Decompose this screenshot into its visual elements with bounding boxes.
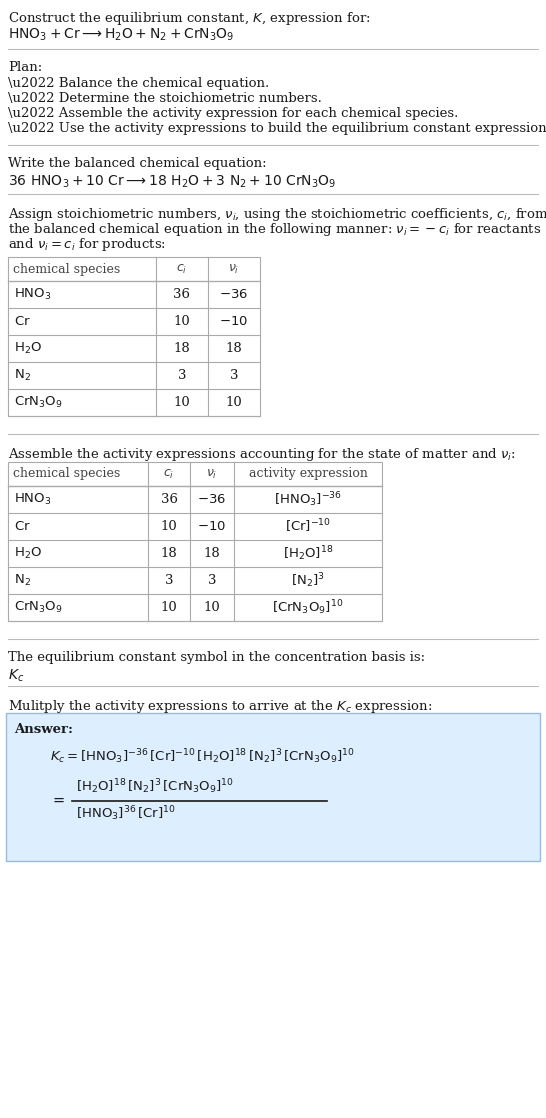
Text: activity expression: activity expression — [248, 467, 367, 481]
Text: $\nu_i$: $\nu_i$ — [228, 263, 240, 275]
Text: $[\mathrm{CrN_3O_9}]^{10}$: $[\mathrm{CrN_3O_9}]^{10}$ — [272, 598, 343, 617]
Text: $[\mathrm{HNO_3}]^{36}\,[\mathrm{Cr}]^{10}$: $[\mathrm{HNO_3}]^{36}\,[\mathrm{Cr}]^{1… — [76, 804, 176, 823]
Text: $c_i$: $c_i$ — [163, 467, 175, 481]
Text: chemical species: chemical species — [13, 263, 120, 275]
Text: Assign stoichiometric numbers, $\nu_i$, using the stoichiometric coefficients, $: Assign stoichiometric numbers, $\nu_i$, … — [8, 206, 546, 222]
Text: \u2022 Assemble the activity expression for each chemical species.: \u2022 Assemble the activity expression … — [8, 107, 459, 120]
Text: $[\mathrm{HNO_3}]^{-36}$: $[\mathrm{HNO_3}]^{-36}$ — [274, 490, 342, 509]
Text: $-10$: $-10$ — [198, 520, 227, 533]
Text: $\mathrm{Cr}$: $\mathrm{Cr}$ — [14, 520, 31, 533]
Text: $\mathrm{N_2}$: $\mathrm{N_2}$ — [14, 572, 31, 588]
Text: \u2022 Use the activity expressions to build the equilibrium constant expression: \u2022 Use the activity expressions to b… — [8, 122, 546, 135]
Text: $\mathrm{Cr}$: $\mathrm{Cr}$ — [14, 315, 31, 328]
Text: $K_c = [\mathrm{HNO_3}]^{-36}\,[\mathrm{Cr}]^{-10}\,[\mathrm{H_2O}]^{18}\,[\math: $K_c = [\mathrm{HNO_3}]^{-36}\,[\mathrm{… — [50, 747, 355, 766]
Text: 10: 10 — [174, 315, 191, 328]
FancyBboxPatch shape — [8, 462, 382, 620]
Text: $[\mathrm{H_2O}]^{18}\,[\mathrm{N_2}]^{3}\,[\mathrm{CrN_3O_9}]^{10}$: $[\mathrm{H_2O}]^{18}\,[\mathrm{N_2}]^{3… — [76, 777, 234, 796]
Text: \u2022 Balance the chemical equation.: \u2022 Balance the chemical equation. — [8, 77, 269, 91]
Text: 3: 3 — [165, 574, 173, 587]
Text: $\mathrm{CrN_3O_9}$: $\mathrm{CrN_3O_9}$ — [14, 395, 63, 410]
Text: the balanced chemical equation in the following manner: $\nu_i = -c_i$ for react: the balanced chemical equation in the fo… — [8, 221, 541, 238]
Text: $\mathrm{H_2O}$: $\mathrm{H_2O}$ — [14, 546, 42, 561]
Text: $-10$: $-10$ — [219, 315, 248, 328]
Text: Write the balanced chemical equation:: Write the balanced chemical equation: — [8, 157, 266, 170]
Text: $\mathrm{HNO_3 + Cr \longrightarrow H_2O + N_2 + CrN_3O_9}$: $\mathrm{HNO_3 + Cr \longrightarrow H_2O… — [8, 27, 234, 44]
Text: $\mathrm{N_2}$: $\mathrm{N_2}$ — [14, 368, 31, 383]
Text: Mulitply the activity expressions to arrive at the $K_c$ expression:: Mulitply the activity expressions to arr… — [8, 698, 432, 716]
Text: $[\mathrm{H_2O}]^{18}$: $[\mathrm{H_2O}]^{18}$ — [283, 544, 333, 562]
Text: $c_i$: $c_i$ — [176, 263, 188, 275]
Text: 10: 10 — [161, 520, 177, 533]
Text: 18: 18 — [174, 342, 191, 356]
Text: $K_c$: $K_c$ — [8, 667, 25, 684]
Text: 18: 18 — [204, 547, 221, 560]
Text: 18: 18 — [225, 342, 242, 356]
Text: 10: 10 — [225, 396, 242, 409]
Text: 3: 3 — [207, 574, 216, 587]
Text: The equilibrium constant symbol in the concentration basis is:: The equilibrium constant symbol in the c… — [8, 651, 425, 664]
Text: $[\mathrm{Cr}]^{-10}$: $[\mathrm{Cr}]^{-10}$ — [285, 518, 331, 536]
Text: 36: 36 — [174, 288, 191, 301]
Text: 3: 3 — [230, 369, 238, 382]
Text: Assemble the activity expressions accounting for the state of matter and $\nu_i$: Assemble the activity expressions accoun… — [8, 446, 516, 463]
Text: $\mathrm{36\ HNO_3 + 10\ Cr \longrightarrow 18\ H_2O + 3\ N_2 + 10\ CrN_3O_9}$: $\mathrm{36\ HNO_3 + 10\ Cr \longrightar… — [8, 174, 336, 190]
Text: chemical species: chemical species — [13, 467, 120, 481]
Text: $\mathrm{HNO_3}$: $\mathrm{HNO_3}$ — [14, 287, 51, 302]
Text: $\mathrm{H_2O}$: $\mathrm{H_2O}$ — [14, 341, 42, 356]
Text: 10: 10 — [161, 601, 177, 614]
Text: $-36$: $-36$ — [219, 288, 248, 301]
Text: $\mathrm{HNO_3}$: $\mathrm{HNO_3}$ — [14, 492, 51, 508]
Text: \u2022 Determine the stoichiometric numbers.: \u2022 Determine the stoichiometric numb… — [8, 92, 322, 105]
Text: Answer:: Answer: — [14, 723, 73, 736]
Text: Construct the equilibrium constant, $K$, expression for:: Construct the equilibrium constant, $K$,… — [8, 10, 371, 27]
Text: 18: 18 — [161, 547, 177, 560]
FancyBboxPatch shape — [8, 257, 260, 416]
Text: 36: 36 — [161, 493, 177, 506]
Text: $\nu_i$: $\nu_i$ — [206, 467, 218, 481]
Text: $[\mathrm{N_2}]^{3}$: $[\mathrm{N_2}]^{3}$ — [291, 571, 325, 590]
Text: 10: 10 — [204, 601, 221, 614]
FancyBboxPatch shape — [6, 713, 540, 861]
Text: and $\nu_i = c_i$ for products:: and $\nu_i = c_i$ for products: — [8, 236, 166, 253]
Text: Plan:: Plan: — [8, 61, 42, 74]
Text: 10: 10 — [174, 396, 191, 409]
Text: $-36$: $-36$ — [198, 493, 227, 506]
Text: 3: 3 — [178, 369, 186, 382]
Text: $=$: $=$ — [50, 793, 66, 807]
Text: $\mathrm{CrN_3O_9}$: $\mathrm{CrN_3O_9}$ — [14, 600, 63, 615]
